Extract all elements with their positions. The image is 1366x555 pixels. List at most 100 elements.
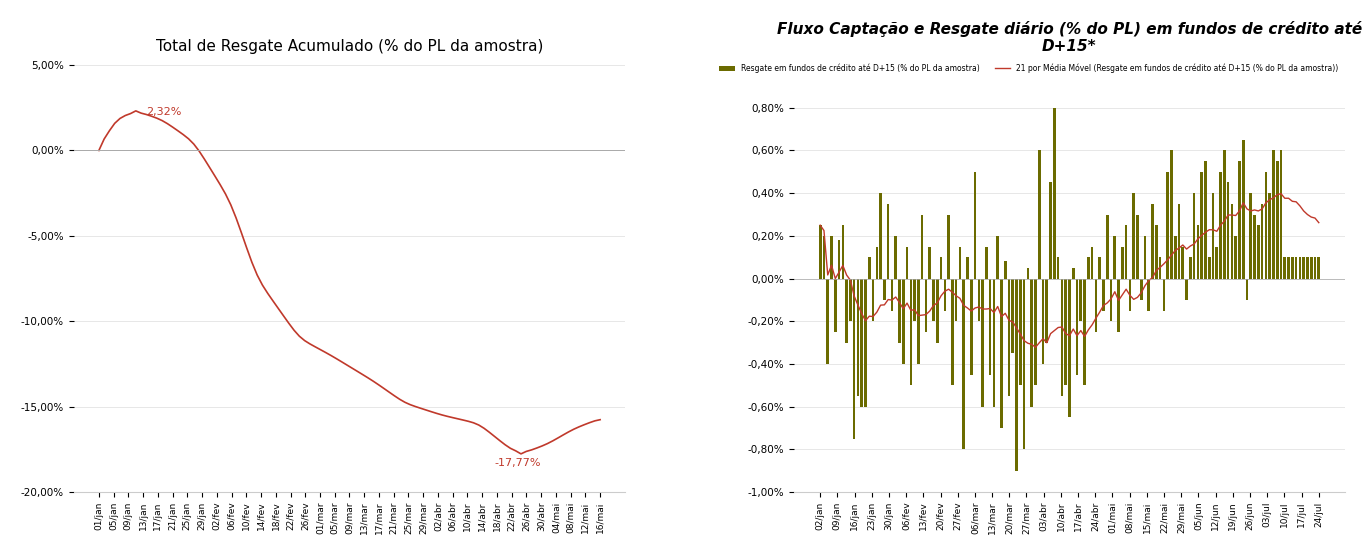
Bar — [822, 236, 825, 279]
Bar — [1186, 279, 1188, 300]
Bar — [1152, 204, 1154, 279]
Bar — [966, 257, 968, 279]
Bar — [1045, 279, 1048, 342]
Legend: Resgate em fundos de crédito até D+15 (% do PL da amostra), 21 por Média Móvel (: Resgate em fundos de crédito até D+15 (%… — [716, 60, 1341, 76]
Bar — [835, 279, 836, 332]
Bar — [1158, 257, 1161, 279]
Bar — [1079, 279, 1082, 321]
Bar — [959, 246, 962, 279]
Bar — [1205, 161, 1206, 279]
Bar — [1265, 172, 1268, 279]
Bar — [1306, 257, 1309, 279]
Bar — [1147, 279, 1150, 311]
Bar — [947, 215, 949, 279]
Bar — [955, 279, 958, 321]
Bar — [1128, 279, 1131, 311]
Bar — [1284, 257, 1287, 279]
21 por Média Móvel (Resgate em fundos de crédito até D+15 (% do PL da amostra)) — [1310, 219, 1326, 226]
Bar — [1317, 257, 1320, 279]
Bar — [1291, 257, 1294, 279]
Bar — [1295, 257, 1298, 279]
Bar — [1242, 140, 1244, 279]
Bar — [1083, 279, 1086, 385]
Bar — [856, 279, 859, 396]
Bar — [1053, 108, 1056, 279]
Bar — [1042, 279, 1045, 364]
Line: 21 por Média Móvel (Resgate em fundos de crédito até D+15 (% do PL da amostra)): 21 por Média Móvel (Resgate em fundos de… — [820, 194, 1318, 347]
Bar — [867, 257, 870, 279]
Bar — [914, 279, 917, 321]
Bar — [850, 279, 852, 321]
Bar — [1064, 279, 1067, 385]
Bar — [921, 215, 923, 279]
Bar — [1034, 279, 1037, 385]
Bar — [1106, 215, 1109, 279]
Bar — [1057, 257, 1060, 279]
Bar — [1121, 246, 1124, 279]
Bar — [1132, 193, 1135, 279]
Bar — [882, 279, 885, 300]
Bar — [1109, 279, 1112, 321]
Bar — [996, 236, 999, 279]
Bar — [963, 279, 964, 449]
21 por Média Móvel (Resgate em fundos de crédito até D+15 (% do PL da amostra)) — [811, 222, 828, 229]
Bar — [826, 279, 829, 364]
Bar — [1287, 257, 1290, 279]
Bar — [985, 246, 988, 279]
Bar — [818, 225, 821, 279]
Bar — [1272, 150, 1274, 279]
Bar — [929, 246, 932, 279]
Bar — [1000, 279, 1003, 428]
Bar — [872, 279, 874, 321]
Bar — [936, 279, 938, 342]
Bar — [932, 279, 934, 321]
Bar — [1238, 161, 1240, 279]
Bar — [993, 279, 996, 407]
Bar — [1314, 257, 1317, 279]
Bar — [831, 236, 833, 279]
Bar — [841, 225, 844, 279]
Bar — [944, 279, 947, 311]
Text: -17,77%: -17,77% — [494, 458, 541, 468]
Bar — [906, 246, 908, 279]
Bar — [1208, 257, 1210, 279]
Bar — [1113, 236, 1116, 279]
Bar — [940, 257, 943, 279]
Bar — [1139, 279, 1142, 300]
Bar — [1072, 268, 1075, 279]
Bar — [1280, 150, 1283, 279]
Bar — [876, 246, 878, 279]
Bar — [1087, 257, 1090, 279]
Bar — [974, 172, 977, 279]
Bar — [1102, 279, 1105, 311]
Bar — [1235, 236, 1238, 279]
Bar — [891, 279, 893, 311]
Bar — [1231, 204, 1233, 279]
Bar — [910, 279, 912, 385]
Bar — [1220, 172, 1223, 279]
Bar — [1019, 279, 1022, 385]
Bar — [1117, 279, 1120, 332]
Bar — [1246, 279, 1249, 300]
21 por Média Móvel (Resgate em fundos de crédito até D+15 (% do PL da amostra)) — [1273, 190, 1290, 197]
21 por Média Móvel (Resgate em fundos de crédito até D+15 (% do PL da amostra)) — [1145, 274, 1161, 281]
21 por Média Móvel (Resgate em fundos de crédito até D+15 (% do PL da amostra)) — [1288, 199, 1305, 205]
Bar — [1299, 257, 1302, 279]
Text: 2,32%: 2,32% — [146, 107, 182, 117]
Bar — [846, 279, 848, 342]
Bar — [1124, 225, 1127, 279]
Bar — [1004, 261, 1007, 279]
Bar — [1075, 279, 1078, 375]
Bar — [1011, 279, 1014, 353]
21 por Média Móvel (Resgate em fundos de crédito até D+15 (% do PL da amostra)) — [846, 292, 862, 299]
21 por Média Móvel (Resgate em fundos de crédito até D+15 (% do PL da amostra)) — [1027, 344, 1044, 351]
Bar — [887, 204, 889, 279]
Bar — [1167, 172, 1169, 279]
Bar — [981, 279, 984, 407]
Bar — [1177, 204, 1180, 279]
Bar — [1098, 257, 1101, 279]
Bar — [1162, 279, 1165, 311]
Bar — [899, 279, 900, 342]
Bar — [1269, 193, 1270, 279]
Bar — [1030, 279, 1033, 407]
